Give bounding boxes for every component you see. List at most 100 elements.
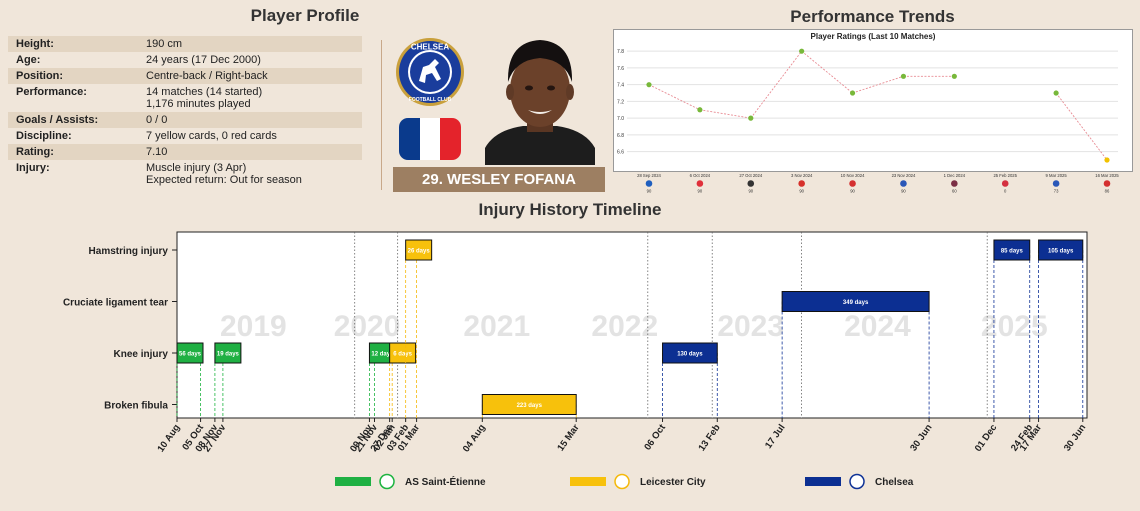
profile-value: 190 cm [146,38,362,50]
arsenal-icon [849,180,856,187]
match-date-label: 25 Feb 2025 [993,173,1017,178]
profile-value-line: 7 yellow cards, 0 red cards [146,130,277,142]
profile-table: Height: 190 cm Age: 24 years (17 Dec 2000) P… [8,36,362,188]
legend-swatch [335,477,371,486]
profile-label: Goals / Assists: [16,114,99,126]
category-label: Knee injury [114,349,169,360]
timeline-frame [176,231,1088,419]
legend-label: Leicester City [640,477,706,488]
minutes-label: 90 [748,189,753,194]
man-utd-icon [798,180,805,187]
injury-timeline-chart: Hamstring injury Cruciate ligament tear Kn… [63,231,1088,490]
aston-villa-icon [951,180,958,187]
y-tick-label: 7.4 [617,83,624,89]
minutes-label: 86 [1105,189,1110,194]
rating-point [849,90,856,96]
minutes-label: 73 [1054,189,1059,194]
injury-bar [214,342,242,364]
injury-duration-label: 6 days [393,352,412,358]
y-tick-label: 7.6 [617,66,624,72]
profile-row: Performance: 14 matches (14 started) 1,176… [8,84,362,112]
profile-value: 7 yellow cards, 0 red cards [146,130,362,142]
chelsea-badge-icon: CHELSEA FOOTBALL CLUB [396,38,464,106]
y-tick-label: 7.0 [617,116,624,122]
category-label: Cruciate ligament tear [63,298,168,309]
profile-value-line: 1,176 minutes played [146,98,251,110]
year-watermark: 2023 [717,310,784,343]
match-date-label: 23 Nov 2024 [892,173,916,178]
leicester-icon [900,180,907,187]
rating-point [697,107,703,113]
x-tick-label: 15 Mar [555,422,581,453]
x-tick-label: 10 Aug [155,422,182,454]
profile-row: Position: Centre-back / Right-back [8,68,362,84]
rating-point [900,73,907,79]
minutes-label: 0 [1004,189,1007,194]
profile-row: Age: 24 years (17 Dec 2000) [8,52,362,68]
profile-value: 24 years (17 Dec 2000) [146,54,362,66]
nottingham-forest-icon [696,180,704,187]
arsenal-icon [1103,180,1111,187]
profile-value-line: Expected return: Out for season [146,174,302,186]
section-divider [381,40,382,190]
match-date-label: 27 Oct 2024 [739,173,762,178]
category-label: Hamstring injury [89,246,169,257]
profile-row: Height: 190 cm [8,36,362,52]
injury-duration-label: 56 days [179,352,202,358]
rating-line-segment [852,75,904,94]
chart-frame [613,29,1133,172]
profile-value-line: 24 years (17 Dec 2000) [146,54,261,66]
y-tick-label: 7.2 [617,99,624,105]
injury-duration-label: 19 days [217,352,240,358]
injury-duration-label: 26 days [408,249,431,255]
profile-label: Performance: [16,86,87,98]
profile-value: 7.10 [146,146,362,158]
x-tick-label: 30 Jun [908,422,934,453]
legend-label: Chelsea [875,477,914,488]
opponent-icons-row: 28 Sep 2024 90 6 Oct 2024 90 27 Oct 2024 90 3 … [637,173,1119,194]
profile-value: Muscle injury (3 Apr) Expected return: Ou… [146,162,362,186]
newcastle-icon [747,180,755,187]
injury-duration-label: 12 days [371,352,394,358]
match-date-label: 9 Mar 2025 [1046,173,1068,178]
saint-etienne-badge-icon [379,473,395,490]
leicester-icon [1052,180,1060,187]
y-tick-label: 7.8 [617,49,624,55]
match-date-label: 16 Mar 2025 [1095,173,1119,178]
profile-value: 14 matches (14 started) 1,176 minutes pla… [146,86,362,110]
year-watermark: 2020 [334,310,401,343]
rating-line-segment [699,109,751,119]
profile-label: Height: [16,38,54,50]
injury-bar [405,239,433,261]
chart-title: Player Ratings (Last 10 Matches) [811,32,936,41]
profile-label: Age: [16,54,41,66]
x-tick-label: 17 Jul [763,422,787,450]
injury-bar [993,239,1031,261]
legend-label: AS Saint-Étienne [405,475,486,488]
rating-line-segment [1055,92,1108,161]
injury-duration-label: 349 days [843,300,869,306]
year-watermark: 2022 [591,310,658,343]
injury-duration-label: 105 days [1048,249,1074,255]
rating-point [1104,157,1110,163]
trends-title: Performance Trends [790,7,955,26]
chelsea-badge-icon [849,473,865,490]
y-tick-label: 6.8 [617,133,624,139]
profile-label: Discipline: [16,130,72,142]
injury-bar [662,342,718,364]
profile-row: Discipline: 7 yellow cards, 0 red cards [8,128,362,144]
profile-label: Injury: [16,162,50,174]
legend-swatch [805,477,841,486]
minutes-label: 90 [647,189,652,194]
minutes-label: 90 [799,189,804,194]
rating-point [646,82,652,88]
southampton-icon [1001,180,1009,187]
rating-line-segment [750,50,803,119]
profile-value-line: 14 matches (14 started) [146,86,263,98]
badge-text-bottom: FOOTBALL CLUB [409,97,452,103]
rating-point [748,115,754,121]
badge-text-top: CHELSEA [411,43,449,52]
player-name-banner: 29. WESLEY FOFANA [393,167,605,192]
x-tick-label: 13 Feb [696,422,722,453]
profile-value: Centre-back / Right-back [146,70,362,82]
